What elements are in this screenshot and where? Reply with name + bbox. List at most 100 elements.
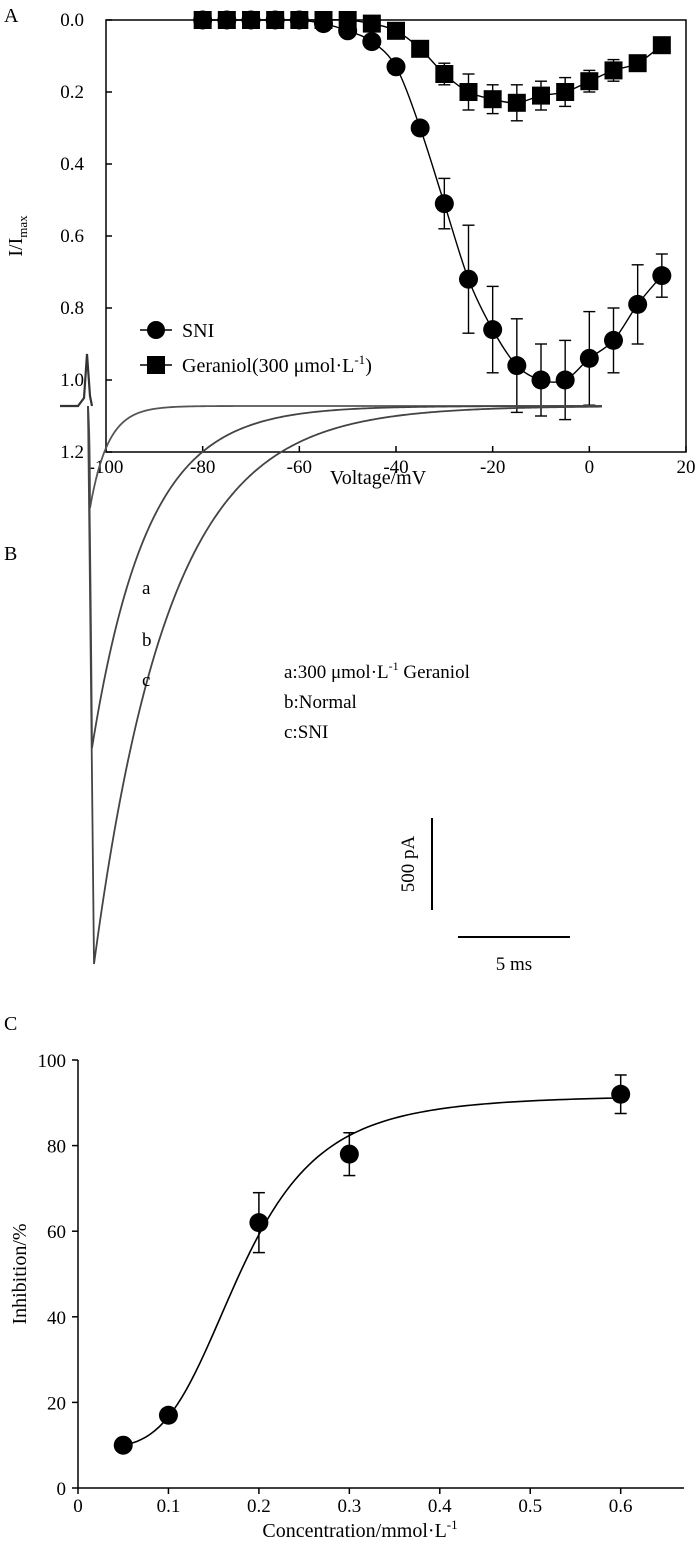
legend-geraniol-label: Geraniol(300 μmol·L-1) xyxy=(182,352,372,377)
y-tick-label: 1.0 xyxy=(60,370,84,391)
y-tick-label: 100 xyxy=(38,1051,67,1072)
panel-c-x-axis-label: Concentration/mmol·L-1 xyxy=(262,1517,457,1542)
x-tick-label: 0.4 xyxy=(428,1496,452,1517)
x-tick-label: 0.1 xyxy=(157,1496,181,1517)
panel-a: A -100 -80 -60 -40 -20 0 20 0.0 0.2 0.4 0.6 0.8 1.0 1… xyxy=(4,5,696,489)
sni-point xyxy=(362,32,382,52)
trace-b xyxy=(87,405,602,749)
sni-point xyxy=(652,266,672,286)
geraniol-point xyxy=(459,83,478,101)
y-tick-label: 0 xyxy=(57,1479,67,1500)
panel-a-legend: SNI Geraniol(300 μmol·L-1) xyxy=(140,320,372,377)
sni-point xyxy=(628,294,648,314)
x-tick-label: 0.2 xyxy=(247,1496,271,1517)
panel-a-label: A xyxy=(4,5,19,27)
x-tick-label: 20 xyxy=(677,457,696,478)
y-tick-label: 60 xyxy=(47,1222,66,1243)
sni-point xyxy=(434,194,454,214)
geraniol-point xyxy=(266,11,285,29)
stimulus-artifact xyxy=(60,353,94,408)
legend-trace-a: a:300 μmol·L-1 Geraniol xyxy=(284,659,470,683)
geraniol-point xyxy=(411,39,430,58)
y-tick-label: 40 xyxy=(47,1308,66,1329)
scale-bar-vertical-label: 500 pA xyxy=(398,835,419,892)
sni-point xyxy=(604,330,623,350)
panel-b-legend: a:300 μmol·L-1 Geraniol b:Normal c:SNI xyxy=(284,659,470,743)
x-tick-label: -40 xyxy=(383,457,408,478)
panel-c-y-axis-label: Inhibition/% xyxy=(9,1223,31,1324)
panel-b-label: B xyxy=(4,543,17,565)
geraniol-point xyxy=(217,11,236,29)
geraniol-fit-line xyxy=(202,19,663,104)
sni-point xyxy=(459,269,478,289)
geraniol-point xyxy=(362,14,381,33)
trace-label-a: a xyxy=(142,578,151,599)
panel-c-markers xyxy=(113,1084,631,1455)
inhibition-point xyxy=(249,1213,269,1233)
panel-a-axes: -100 -80 -60 -40 -20 0 20 0.0 0.2 0.4 0.6 0.8 1.0 1.2 xyxy=(60,10,695,478)
geraniol-point xyxy=(556,83,575,101)
y-tick-label: 0.0 xyxy=(60,10,84,31)
panel-a-error-bars xyxy=(438,58,668,421)
panel-a-y-axis-label: I/Imax xyxy=(5,215,30,257)
trace-label-b: b xyxy=(142,630,152,651)
geraniol-point xyxy=(532,86,550,105)
inhibition-point xyxy=(158,1405,178,1425)
trace-c xyxy=(87,405,603,965)
x-tick-label: 0.3 xyxy=(337,1496,361,1517)
panel-c-axes: 0 0.1 0.2 0.3 0.4 0.5 0.6 0 20 40 60 80 100 xyxy=(38,1051,633,1517)
x-tick-label: 0 xyxy=(73,1496,83,1517)
panel-c: C 0 0.1 0.2 0.3 0.4 0.5 0.6 0 20 40 60 80 100 Inhibi… xyxy=(4,1013,684,1542)
legend-sni-label: SNI xyxy=(182,320,214,342)
inhibition-fit-curve xyxy=(123,1097,621,1447)
x-tick-label: -20 xyxy=(480,457,505,478)
geraniol-point xyxy=(290,11,309,29)
scale-bar-horizontal-label: 5 ms xyxy=(496,954,532,975)
geraniol-point xyxy=(435,65,454,83)
panel-a-markers xyxy=(193,10,672,390)
panel-b-traces xyxy=(60,353,603,965)
x-tick-label: -80 xyxy=(190,457,215,478)
geraniol-point xyxy=(193,11,212,29)
geraniol-point xyxy=(507,93,526,112)
sni-point xyxy=(410,118,430,138)
y-tick-label: 1.2 xyxy=(60,442,84,463)
sni-point xyxy=(531,370,551,390)
legend-trace-b: b:Normal xyxy=(284,692,357,713)
y-tick-label: 80 xyxy=(47,1137,66,1158)
x-tick-label: 0.5 xyxy=(518,1496,542,1517)
legend-trace-c: c:SNI xyxy=(284,722,328,743)
y-tick-label: 0.2 xyxy=(60,82,84,103)
sni-point xyxy=(579,348,599,368)
geraniol-point xyxy=(652,36,671,55)
geraniol-point xyxy=(387,21,405,40)
sni-point xyxy=(386,57,406,77)
sni-point xyxy=(555,370,575,390)
y-tick-label: 0.6 xyxy=(60,226,84,247)
y-tick-label: 20 xyxy=(47,1393,66,1414)
y-tick-label: 0.8 xyxy=(60,298,84,319)
panel-b: B a b c a:300 μmol·L-1 Geraniol b:Normal… xyxy=(4,353,603,975)
sni-point xyxy=(483,320,503,340)
panel-a-x-axis-label: Voltage/mV xyxy=(330,467,427,489)
trace-label-c: c xyxy=(142,670,150,691)
panel-c-label: C xyxy=(4,1013,17,1035)
geraniol-point xyxy=(604,61,623,80)
inhibition-point xyxy=(611,1084,631,1104)
x-tick-label: 0 xyxy=(585,457,595,478)
x-tick-label: -60 xyxy=(287,457,312,478)
panel-c-fit-curve xyxy=(123,1097,621,1447)
x-tick-label: 0.6 xyxy=(609,1496,633,1517)
sni-point xyxy=(507,356,527,376)
geraniol-point xyxy=(580,72,599,91)
inhibition-point xyxy=(113,1435,133,1455)
panel-a-frame xyxy=(105,19,687,453)
trace-a xyxy=(87,405,602,509)
geraniol-point xyxy=(314,11,333,29)
x-tick-label: -100 xyxy=(89,457,124,478)
geraniol-point xyxy=(628,54,647,73)
geraniol-point xyxy=(483,90,502,109)
geraniol-point xyxy=(338,11,357,29)
inhibition-point xyxy=(339,1144,359,1164)
